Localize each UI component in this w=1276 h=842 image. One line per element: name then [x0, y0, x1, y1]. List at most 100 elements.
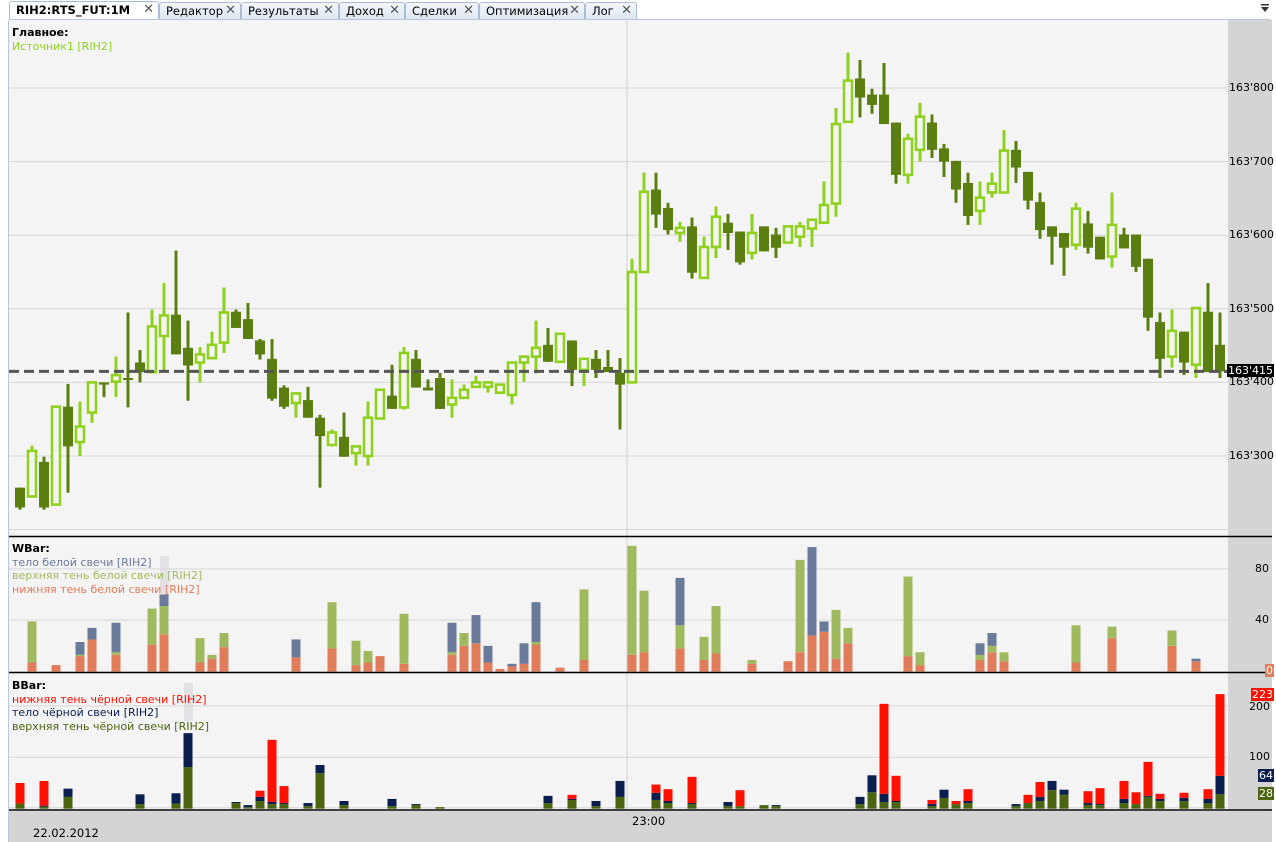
tab-income[interactable]: Доход ✕	[339, 2, 405, 19]
tab-trades[interactable]: Сделки ✕	[405, 2, 479, 19]
bbar-segment-upper	[267, 804, 277, 809]
bear-candle	[567, 340, 577, 387]
wbar-segment-lower	[975, 659, 985, 672]
candle-body	[110, 373, 122, 383]
bear-candle	[723, 213, 733, 250]
bbar-legend: BBar: нижняя тень чёрной свечи [RIH2] те…	[12, 679, 209, 733]
bbar-segment-lower	[1143, 761, 1153, 796]
bear-candle	[879, 62, 889, 125]
bbar-segment-body	[255, 796, 265, 801]
candle-body	[1023, 171, 1033, 201]
close-icon[interactable]: ✕	[143, 2, 154, 17]
close-icon[interactable]: ✕	[323, 3, 334, 18]
bear-candle	[1047, 226, 1057, 265]
wbar-segment-upper	[987, 645, 997, 653]
bear-candle	[183, 320, 193, 401]
bear-candle	[1131, 234, 1141, 272]
candle-body	[506, 361, 518, 397]
bull-candle	[350, 445, 362, 466]
candle-body	[567, 340, 577, 370]
tab-rih2-chart[interactable]: RIH2:RTS_FUT:1M ✕	[9, 1, 159, 20]
dropdown-menu-icon[interactable]	[1260, 2, 1270, 14]
wbar-segment-lower	[843, 643, 853, 672]
wbar-segment-lower	[375, 656, 385, 672]
candle-body	[15, 487, 25, 508]
close-icon[interactable]: ✕	[621, 3, 632, 18]
candle-body	[591, 358, 601, 370]
wbar-segment-upper	[975, 654, 985, 660]
wbar-segment-body	[291, 639, 301, 658]
bbar-segment-lower	[1203, 789, 1213, 799]
candle-body	[482, 381, 494, 389]
wbar-segment-body	[159, 594, 169, 607]
candle-body	[867, 94, 877, 105]
bbar-segment-body	[1119, 798, 1129, 804]
bbar-segment-upper	[1047, 790, 1057, 809]
candle-body	[1035, 202, 1045, 231]
main-legend: Главное: Источник1 [RIH2]	[12, 26, 112, 53]
bbar-last-body-tag: 64	[1258, 769, 1274, 782]
candle-body	[651, 189, 661, 215]
wbar-segment-upper	[1167, 630, 1177, 646]
bull-candle	[998, 129, 1010, 194]
wbar-segment-lower	[147, 644, 157, 672]
candle-body	[891, 122, 901, 175]
candle-body	[543, 344, 553, 362]
wbar-segment-upper	[747, 659, 757, 664]
bbar-segment-lower	[927, 799, 937, 805]
candle-body	[146, 325, 158, 374]
close-icon[interactable]: ✕	[569, 3, 580, 18]
bear-candle	[1059, 232, 1069, 276]
tab-optimization[interactable]: Оптимизация ✕	[479, 2, 585, 19]
bbar-segment-body	[387, 798, 397, 807]
tab-results[interactable]: Результаты ✕	[241, 2, 339, 19]
bear-candle	[243, 302, 253, 339]
bear-candle	[603, 350, 613, 373]
bbar-legend-lower-shadow: нижняя тень чёрной свечи [RIH2]	[12, 692, 207, 706]
close-icon[interactable]: ✕	[225, 3, 236, 18]
time-axis-background	[9, 811, 1272, 842]
bbar-segment-body	[411, 804, 421, 806]
bbar-segment-upper	[1083, 805, 1093, 809]
main-panel-title: Главное:	[12, 26, 69, 39]
candle-body	[303, 400, 313, 418]
tab-log[interactable]: Лог ✕	[585, 2, 637, 19]
bbar-segment-upper	[1143, 796, 1153, 809]
bear-candle	[339, 412, 349, 457]
bull-candle	[482, 381, 494, 393]
bull-candle	[50, 405, 62, 506]
wbar-segment-lower	[351, 665, 361, 672]
y-tick-label: 163'300	[1229, 449, 1275, 462]
bbar-segment-lower	[735, 790, 745, 807]
bbar-last-upper-shadow-tag: 28	[1258, 787, 1274, 800]
bear-candle	[1155, 312, 1165, 378]
wbar-segment-lower	[399, 663, 409, 672]
bbar-segment-body	[867, 775, 877, 793]
candle-body	[986, 182, 998, 194]
close-icon[interactable]: ✕	[389, 3, 400, 18]
tab-editor[interactable]: Редактор ✕	[159, 2, 241, 19]
bull-candle	[518, 355, 530, 382]
bear-candle	[687, 217, 697, 279]
wbar-y-tick-label: 80	[1255, 562, 1269, 575]
bear-candle	[951, 160, 961, 203]
wbar-segment-lower	[807, 635, 817, 672]
bbar-segment-body	[879, 793, 889, 803]
bbar-segment-upper	[171, 803, 181, 809]
candle-body	[735, 231, 745, 263]
y-axis-background	[1228, 20, 1272, 810]
bear-candle	[651, 172, 661, 228]
bear-candle	[543, 327, 553, 362]
bbar-segment-upper	[759, 805, 769, 809]
wbar-segment-upper	[711, 606, 721, 654]
candle-body	[698, 245, 710, 280]
bbar-segment-upper	[543, 803, 553, 809]
bull-candle	[806, 218, 818, 247]
wbar-legend: WBar: тело белой свечи [RIH2] верхняя те…	[12, 542, 202, 596]
wbar-segment-lower	[795, 652, 805, 672]
bbar-segment-body	[687, 803, 697, 805]
close-icon[interactable]: ✕	[463, 3, 474, 18]
tab-label: Редактор	[166, 4, 223, 18]
wbar-segment-lower	[363, 662, 373, 672]
